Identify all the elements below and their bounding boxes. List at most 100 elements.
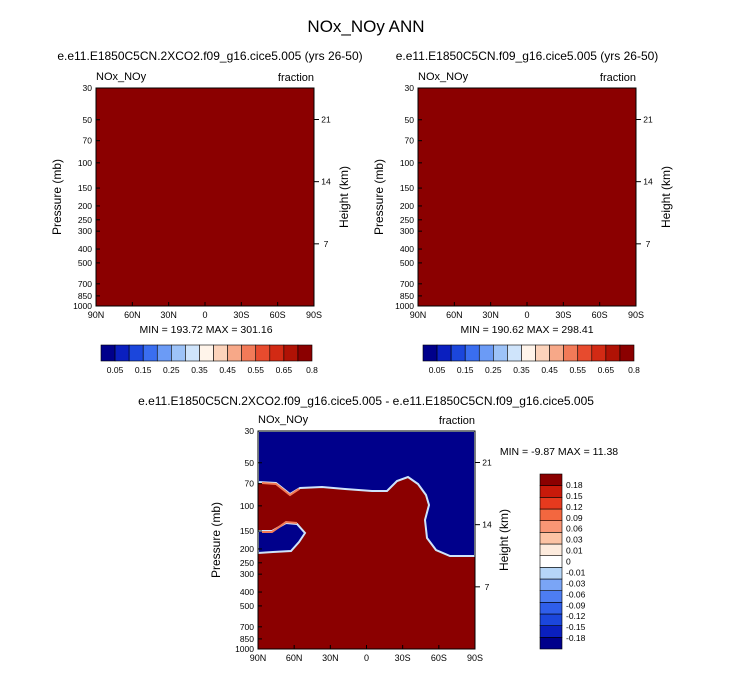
colorbar-box <box>100 344 116 362</box>
colorbar-box <box>539 567 563 580</box>
colorbar-label: -0.12 <box>566 611 586 621</box>
x-tick-label: 60S <box>592 310 608 320</box>
y-tick-label: 70 <box>405 136 415 146</box>
panel-title: e.e11.E1850C5CN.2XCO2.f09_g16.cice5.005 … <box>138 394 594 408</box>
height-tick-label: 7 <box>324 239 329 249</box>
colorbar-label: 0.8 <box>306 365 318 375</box>
x-tick-labels: 90N 60N 30N 0 30S 60S 90S <box>250 645 483 663</box>
x-tick-label: 90S <box>628 310 644 320</box>
height-axis-label: Height (km) <box>659 166 673 228</box>
y-tick-label: 1000 <box>73 301 92 311</box>
colorbar-box <box>539 555 563 568</box>
height-tick-labels: 21 14 7 <box>475 457 492 592</box>
colorbar-box <box>114 344 130 362</box>
colorbar-box <box>591 344 607 362</box>
colorbar-label: 0.06 <box>566 524 583 534</box>
x-tick-label: 30N <box>160 310 177 320</box>
colorbar-box <box>549 344 564 362</box>
colorbar-label: 0.05 <box>107 365 124 375</box>
y-tick-label: 30 <box>245 426 255 436</box>
y-tick-label: 300 <box>240 569 254 579</box>
colorbar-label: 0.18 <box>566 480 583 490</box>
colorbar: 0.180.150.120.090.060.030.010-0.01-0.03-… <box>539 473 586 650</box>
colorbar-box <box>539 508 563 521</box>
height-tick-label: 21 <box>643 114 653 124</box>
y-tick-label: 150 <box>240 526 254 536</box>
colorbar-label: 0.15 <box>135 365 152 375</box>
colorbar-box <box>521 344 536 362</box>
colorbar-label: 0.15 <box>566 491 583 501</box>
x-tick-labels: 90N 60N 30N 0 30S 60S 90S <box>88 302 322 320</box>
x-tick-label: 90N <box>88 310 105 320</box>
x-tick-label: 60N <box>446 310 463 320</box>
y-axis-label: Pressure (mb) <box>372 159 386 235</box>
y-tick-label: 100 <box>240 501 254 511</box>
x-tick-labels: 90N 60N 30N 0 30S 60S 90S <box>410 302 644 320</box>
panel-2xco2: e.e11.E1850C5CN.2XCO2.f09_g16.cice5.005 … <box>50 49 363 375</box>
min-max-stats: MIN = -9.87 MAX = 11.38 <box>500 446 618 458</box>
colorbar-label: 0.03 <box>566 535 583 545</box>
colorbar-box <box>493 344 508 362</box>
colorbar-box <box>255 344 271 362</box>
height-tick-label: 14 <box>482 520 492 530</box>
min-max-stats: MIN = 193.72 MAX = 301.16 <box>139 324 272 336</box>
y-tick-label: 50 <box>405 115 415 125</box>
panel-title: e.e11.E1850C5CN.f09_g16.cice5.005 (yrs 2… <box>396 49 659 63</box>
colorbar-box <box>539 532 563 545</box>
colorbar-label: 0.45 <box>219 365 236 375</box>
y-tick-label: 500 <box>240 601 254 611</box>
min-max-stats: MIN = 190.62 MAX = 298.41 <box>460 324 593 336</box>
y-tick-label: 100 <box>78 158 92 168</box>
y-tick-label: 200 <box>78 201 92 211</box>
colorbar-box <box>464 344 480 362</box>
y-tick-label: 100 <box>400 158 414 168</box>
y-tick-label: 50 <box>245 458 255 468</box>
colorbar-box <box>563 344 579 362</box>
height-tick-label: 21 <box>321 114 331 124</box>
colorbar-box <box>539 625 563 638</box>
colorbar-box <box>539 637 563 650</box>
x-tick-label: 30S <box>395 653 411 663</box>
colorbar-label: 0 <box>566 557 571 567</box>
x-tick-label: 30S <box>555 310 571 320</box>
height-axis-label: Height (km) <box>337 166 351 228</box>
y-tick-label: 1000 <box>235 644 254 654</box>
colorbar-label: 0.25 <box>485 365 502 375</box>
colorbar-box <box>539 590 563 603</box>
heatmap-field <box>96 88 314 306</box>
colorbar-box <box>297 344 313 362</box>
colorbar-box <box>478 344 494 362</box>
x-tick-label: 30N <box>482 310 499 320</box>
units-label: fraction <box>600 72 636 84</box>
y-tick-label: 700 <box>78 279 92 289</box>
figure-title: NOx_NOy ANN <box>307 17 424 36</box>
colorbar: 0.05 0.15 0.25 0.35 0.45 0.55 0.65 0.8 <box>100 344 318 375</box>
colorbar-label: 0.01 <box>566 546 583 556</box>
colorbar-box <box>269 344 285 362</box>
height-tick-labels: 21 14 7 <box>636 114 653 249</box>
colorbar-box <box>450 344 466 362</box>
colorbar-box <box>539 497 563 510</box>
heatmap-field <box>418 88 636 306</box>
colorbar-box <box>156 344 172 362</box>
y-axis-label: Pressure (mb) <box>50 159 64 235</box>
y-tick-label: 50 <box>83 115 93 125</box>
height-axis-label: Height (km) <box>497 509 511 571</box>
colorbar-label: -0.01 <box>566 567 586 577</box>
colorbar-label: 0.15 <box>457 365 474 375</box>
panel-title: e.e11.E1850C5CN.2XCO2.f09_g16.cice5.005 … <box>57 49 362 63</box>
height-tick-labels: 21 14 7 <box>314 114 331 249</box>
x-tick-label: 90S <box>467 653 483 663</box>
y-tick-label: 500 <box>400 258 414 268</box>
difference-field <box>258 431 475 649</box>
y-tick-label: 200 <box>240 544 254 554</box>
colorbar-box <box>128 344 144 362</box>
y-tick-label: 250 <box>78 215 92 225</box>
colorbar-box <box>241 344 257 362</box>
y-tick-label: 250 <box>400 215 414 225</box>
colorbar-label: 0.25 <box>163 365 180 375</box>
colorbar-label: 0.05 <box>429 365 446 375</box>
colorbar-label: 0.65 <box>598 365 615 375</box>
